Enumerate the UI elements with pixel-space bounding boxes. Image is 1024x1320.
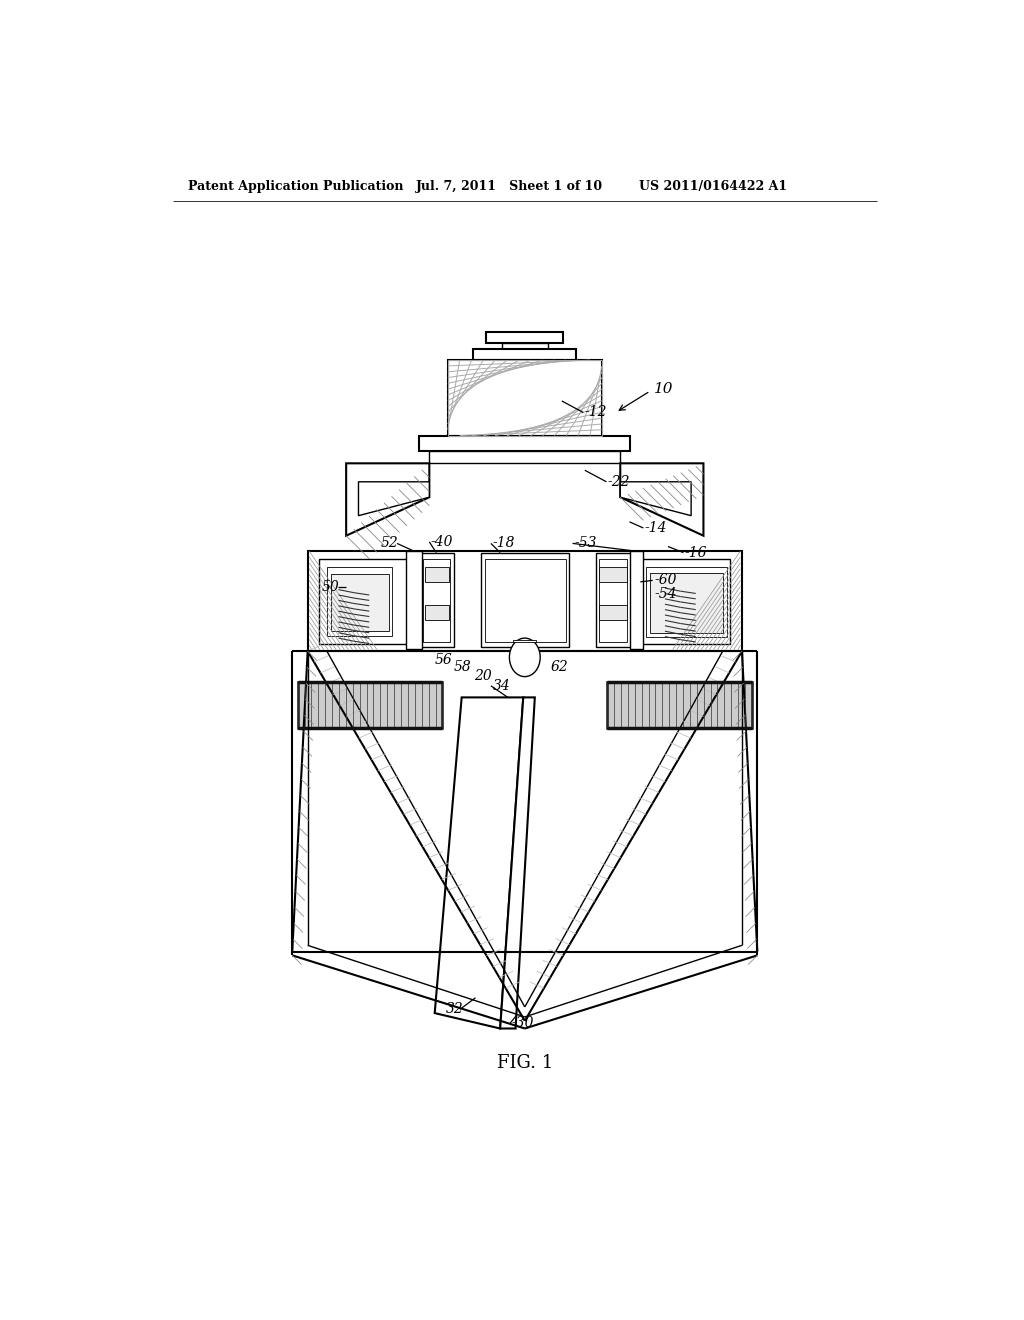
Text: -30: -30	[512, 1016, 535, 1030]
Polygon shape	[646, 566, 727, 638]
Text: Patent Application Publication: Patent Application Publication	[188, 181, 403, 194]
Text: 20: 20	[474, 669, 492, 682]
Text: 32: 32	[446, 1002, 464, 1016]
Polygon shape	[473, 350, 577, 360]
Polygon shape	[621, 463, 703, 536]
Polygon shape	[425, 605, 449, 620]
Text: -16: -16	[685, 545, 708, 560]
Ellipse shape	[509, 638, 541, 677]
Polygon shape	[423, 558, 451, 642]
Polygon shape	[407, 552, 422, 649]
Text: FIG. 1: FIG. 1	[497, 1055, 553, 1072]
Text: -40: -40	[431, 535, 454, 549]
Text: US 2011/0164422 A1: US 2011/0164422 A1	[639, 181, 786, 194]
Polygon shape	[319, 558, 408, 644]
Text: -22: -22	[608, 475, 631, 488]
Polygon shape	[307, 552, 742, 651]
Text: Jul. 7, 2011   Sheet 1 of 10: Jul. 7, 2011 Sheet 1 of 10	[416, 181, 602, 194]
Polygon shape	[621, 482, 691, 516]
Text: 62: 62	[550, 660, 568, 673]
Polygon shape	[486, 331, 563, 343]
Polygon shape	[419, 553, 454, 647]
Polygon shape	[642, 558, 730, 644]
Polygon shape	[502, 343, 548, 350]
Polygon shape	[607, 682, 752, 729]
Polygon shape	[484, 558, 565, 642]
Polygon shape	[429, 451, 621, 463]
Polygon shape	[481, 553, 569, 647]
Polygon shape	[346, 463, 429, 536]
Text: 52: 52	[381, 536, 398, 550]
Polygon shape	[327, 566, 392, 636]
Polygon shape	[599, 558, 628, 642]
Text: 50: 50	[322, 579, 339, 594]
Text: -53: -53	[574, 536, 597, 550]
Text: -14: -14	[645, 521, 668, 535]
Polygon shape	[630, 552, 643, 649]
Text: 56: 56	[435, 653, 453, 668]
Text: -18: -18	[493, 536, 515, 550]
Polygon shape	[500, 697, 535, 1028]
Text: 10: 10	[654, 383, 674, 396]
Polygon shape	[435, 697, 523, 1028]
Polygon shape	[358, 482, 429, 516]
Text: 34: 34	[493, 678, 510, 693]
Text: -60: -60	[654, 573, 677, 587]
Polygon shape	[599, 605, 628, 620]
Polygon shape	[425, 566, 449, 582]
Text: 58: 58	[454, 660, 472, 673]
Polygon shape	[649, 573, 724, 634]
Text: -12: -12	[585, 405, 607, 420]
Polygon shape	[298, 682, 442, 729]
Polygon shape	[596, 553, 631, 647]
Polygon shape	[447, 360, 602, 436]
Polygon shape	[599, 566, 628, 582]
Polygon shape	[513, 640, 537, 642]
Polygon shape	[419, 436, 631, 451]
Polygon shape	[331, 574, 388, 631]
Text: -54: -54	[654, 587, 677, 601]
